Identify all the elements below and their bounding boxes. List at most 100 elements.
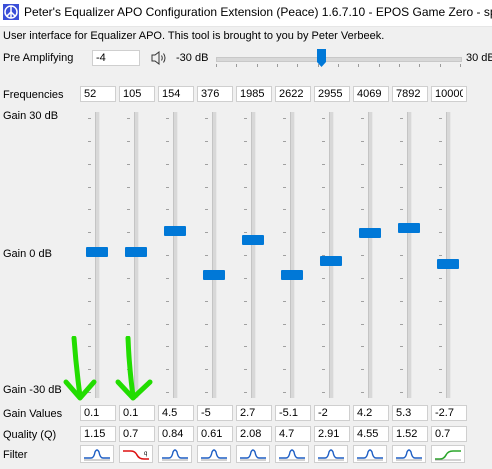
low-shelf-filter-icon <box>435 450 461 461</box>
gain-slider-track[interactable] <box>212 112 217 398</box>
quality-input[interactable] <box>392 426 428 442</box>
gain-value-input[interactable] <box>431 405 467 421</box>
frequency-input[interactable] <box>236 86 272 102</box>
frequency-input[interactable] <box>80 86 116 102</box>
gain-slider-tick <box>205 301 208 302</box>
quality-label: Quality (Q) <box>3 429 57 441</box>
filter-type-button[interactable] <box>431 445 465 463</box>
gain-slider-tick <box>322 118 325 119</box>
gain-values-label: Gain Values <box>3 408 63 420</box>
frequency-input[interactable] <box>353 86 389 102</box>
gain-slider-thumb[interactable] <box>242 235 264 245</box>
gain-slider-thumb[interactable] <box>281 270 303 280</box>
gain-slider-tick <box>283 164 286 165</box>
gain-value-input[interactable] <box>119 405 155 421</box>
gain-slider-tick <box>283 187 286 188</box>
gain-slider-tick <box>400 369 403 370</box>
gain-slider-tick <box>283 301 286 302</box>
pre-amp-tick <box>236 64 237 67</box>
gain-slider-track[interactable] <box>446 112 451 398</box>
gain-slider-tick <box>244 187 247 188</box>
gain-value-input[interactable] <box>80 405 116 421</box>
filter-type-button[interactable] <box>236 445 270 463</box>
gain-slider-tick <box>400 118 403 119</box>
quality-input[interactable] <box>275 426 311 442</box>
gain-value-input[interactable] <box>314 405 350 421</box>
gain-slider-tick <box>322 346 325 347</box>
gain-slider-tick <box>88 232 91 233</box>
gain-slider-track[interactable] <box>251 112 256 398</box>
gain-value-input[interactable] <box>197 405 233 421</box>
quality-input[interactable] <box>431 426 467 442</box>
frequency-input[interactable] <box>431 86 467 102</box>
gain-slider-track[interactable] <box>290 112 295 398</box>
gain-slider-tick <box>88 301 91 302</box>
gain-slider-tick <box>322 369 325 370</box>
filter-type-button[interactable] <box>158 445 192 463</box>
gain-value-input[interactable] <box>158 405 194 421</box>
gain-slider-thumb[interactable] <box>164 226 186 236</box>
gain-slider-tick <box>361 392 364 393</box>
gain-slider-tick <box>400 187 403 188</box>
gain-value-input[interactable] <box>353 405 389 421</box>
gain-slider-tick <box>205 369 208 370</box>
gain-slider-track[interactable] <box>173 112 178 398</box>
filter-type-button[interactable] <box>353 445 387 463</box>
gain-slider-thumb[interactable] <box>203 270 225 280</box>
filter-type-button[interactable] <box>314 445 348 463</box>
high-shelf-filter-icon: q <box>123 450 149 460</box>
filter-type-button[interactable] <box>80 445 114 463</box>
gain-value-input[interactable] <box>236 405 272 421</box>
filter-type-button[interactable] <box>392 445 426 463</box>
gain-value-input[interactable] <box>275 405 311 421</box>
gain-slider-tick <box>439 392 442 393</box>
gain-value-input[interactable] <box>392 405 428 421</box>
gain-slider-tick <box>205 346 208 347</box>
gain-slider-tick <box>283 392 286 393</box>
gain-slider-thumb[interactable] <box>359 228 381 238</box>
gain-slider-thumb[interactable] <box>125 247 147 257</box>
gain-slider-tick <box>400 278 403 279</box>
gain-slider-tick <box>166 164 169 165</box>
arrow-annotation-icon <box>115 336 153 401</box>
filter-type-button[interactable]: q <box>119 445 153 463</box>
pre-amp-input[interactable] <box>92 50 140 66</box>
frequency-input[interactable] <box>197 86 233 102</box>
quality-input[interactable] <box>119 426 155 442</box>
gain-slider-tick <box>166 187 169 188</box>
frequency-input[interactable] <box>314 86 350 102</box>
gain-slider-tick <box>439 301 442 302</box>
gain-slider-tick <box>400 392 403 393</box>
gain-slider-tick <box>127 164 130 165</box>
quality-input[interactable] <box>236 426 272 442</box>
gain-slider-thumb[interactable] <box>320 256 342 266</box>
filter-type-button[interactable] <box>275 445 309 463</box>
gain-slider-tick <box>166 369 169 370</box>
quality-input[interactable] <box>314 426 350 442</box>
gain-slider-tick <box>205 324 208 325</box>
frequency-input[interactable] <box>119 86 155 102</box>
frequency-input[interactable] <box>392 86 428 102</box>
pre-amp-slider-track[interactable] <box>216 57 462 62</box>
gain-slider-thumb[interactable] <box>398 223 420 233</box>
gain-slider-tick <box>244 164 247 165</box>
gain-slider-tick <box>400 346 403 347</box>
gain-slider-thumb[interactable] <box>86 247 108 257</box>
filter-type-button[interactable] <box>197 445 231 463</box>
gain-slider-tick <box>361 346 364 347</box>
gain-slider-thumb[interactable] <box>437 259 459 269</box>
quality-input[interactable] <box>80 426 116 442</box>
gain-slider-tick <box>244 209 247 210</box>
pre-amp-slider-thumb[interactable] <box>317 49 326 67</box>
gain-slider-track[interactable] <box>368 112 373 398</box>
quality-input[interactable] <box>158 426 194 442</box>
frequency-input[interactable] <box>275 86 311 102</box>
frequency-input[interactable] <box>158 86 194 102</box>
gain-slider-track[interactable] <box>407 112 412 398</box>
quality-input[interactable] <box>197 426 233 442</box>
peak-filter-icon <box>318 449 344 461</box>
gain-slider-track[interactable] <box>329 112 334 398</box>
speaker-icon[interactable] <box>150 50 168 66</box>
pre-amp-tick <box>257 64 258 67</box>
quality-input[interactable] <box>353 426 389 442</box>
